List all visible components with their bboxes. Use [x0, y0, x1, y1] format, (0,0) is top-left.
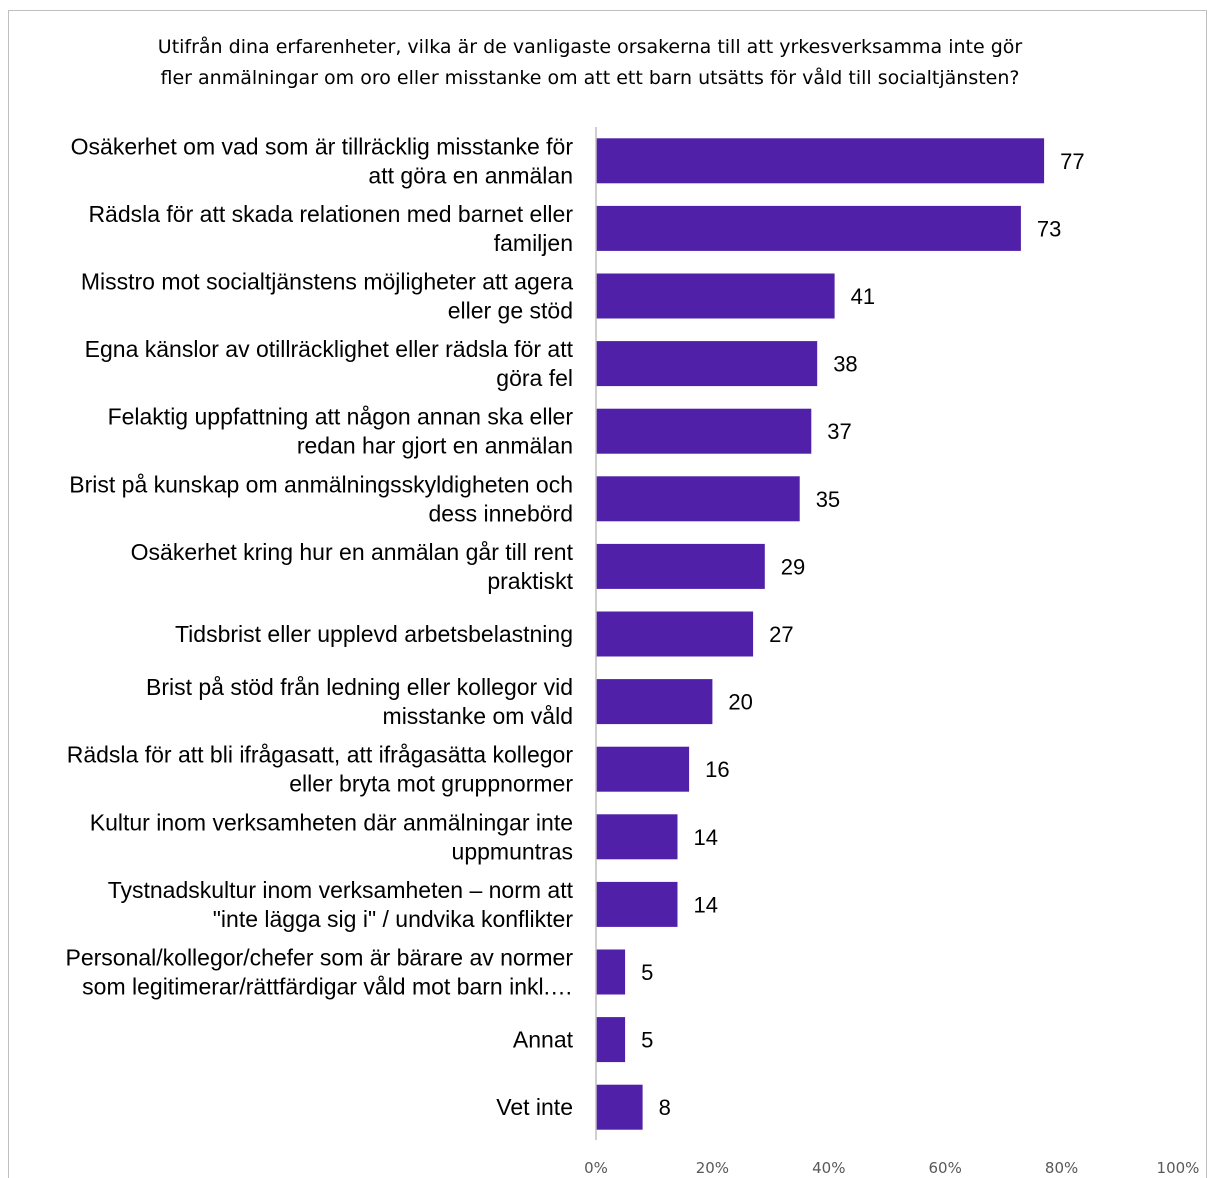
bar: [596, 408, 812, 454]
category-label: misstanke om våld: [383, 703, 573, 729]
x-tick-label: 100%: [1157, 1159, 1200, 1177]
data-label: 41: [851, 284, 875, 309]
chart-title: Utifrån dina erfarenheter, vilka är de v…: [60, 32, 1120, 94]
x-tick-label: 80%: [1045, 1159, 1078, 1177]
data-label: 27: [769, 622, 793, 647]
x-tick-label: 40%: [812, 1159, 845, 1177]
data-label: 77: [1060, 149, 1084, 174]
data-label: 5: [641, 1028, 653, 1053]
data-label: 14: [694, 892, 718, 917]
category-label: praktiskt: [487, 568, 573, 594]
data-label: 16: [705, 757, 729, 782]
category-label: som legitimerar/rättfärdigar våld mot ba…: [82, 974, 573, 1000]
category-label: Annat: [513, 1027, 574, 1053]
category-label: Personal/kollegor/chefer som är bärare a…: [65, 945, 573, 971]
bar: [596, 814, 678, 860]
bar: [596, 138, 1045, 184]
category-label: göra fel: [496, 365, 573, 391]
data-label: 14: [694, 825, 718, 850]
category-label: eller bryta mot gruppnormer: [289, 771, 573, 797]
chart-title-line-2: fler anmälningar om oro eller misstanke …: [160, 67, 1020, 89]
category-label: eller ge stöd: [448, 298, 573, 324]
bar: [596, 746, 690, 792]
data-label: 35: [816, 487, 840, 512]
x-tick-label: 60%: [929, 1159, 962, 1177]
bar: [596, 1017, 626, 1063]
category-label: Osäkerhet om vad som är tillräcklig miss…: [71, 133, 574, 159]
category-label: Osäkerhet kring hur en anmälan går till …: [131, 539, 574, 565]
data-label: 20: [728, 690, 752, 715]
category-label: Felaktig uppfattning att någon annan ska…: [108, 404, 574, 430]
category-label: Tystnadskultur inom verksamheten – norm …: [108, 877, 574, 903]
data-label: 73: [1037, 216, 1061, 241]
data-label: 5: [641, 960, 653, 985]
category-label: Rädsla för att bli ifrågasatt, att ifråg…: [67, 742, 574, 768]
category-label: uppmuntras: [452, 838, 573, 864]
category-label: Tidsbrist eller upplevd arbetsbelastning: [175, 621, 573, 647]
data-label: 29: [781, 554, 805, 579]
category-label: Rädsla för att skada relationen med barn…: [88, 201, 573, 227]
bar: [596, 949, 626, 995]
category-label: Egna känslor av otillräcklighet eller rä…: [85, 336, 574, 362]
bar: [596, 273, 835, 319]
bar: [596, 476, 800, 522]
bar: [596, 1084, 643, 1130]
category-label: dess innebörd: [429, 500, 574, 526]
bar: [596, 611, 754, 657]
category-label: "inte lägga sig i" / undvika konflikter: [213, 906, 574, 932]
x-tick-label: 20%: [696, 1159, 729, 1177]
bar: [596, 341, 818, 387]
category-label: Kultur inom verksamheten där anmälningar…: [90, 809, 573, 835]
category-label: Vet inte: [496, 1094, 573, 1120]
category-label: Brist på stöd från ledning eller kollego…: [146, 674, 573, 700]
category-label: att göra en anmälan: [368, 162, 573, 188]
category-label: familjen: [494, 230, 573, 256]
bar: [596, 543, 765, 589]
category-label: redan har gjort en anmälan: [297, 433, 573, 459]
chart-title-line-1: Utifrån dina erfarenheter, vilka är de v…: [157, 36, 1023, 58]
category-label: Misstro mot socialtjänstens möjligheter …: [81, 269, 573, 295]
bar: [596, 205, 1021, 251]
x-tick-label: 0%: [584, 1159, 608, 1177]
data-label: 8: [659, 1095, 671, 1120]
category-label: Brist på kunskap om anmälningsskyldighet…: [69, 471, 573, 497]
data-label: 38: [833, 352, 857, 377]
data-label: 37: [827, 419, 851, 444]
bar: [596, 679, 713, 725]
chart-frame: [8, 10, 1207, 1178]
bar: [596, 881, 678, 927]
